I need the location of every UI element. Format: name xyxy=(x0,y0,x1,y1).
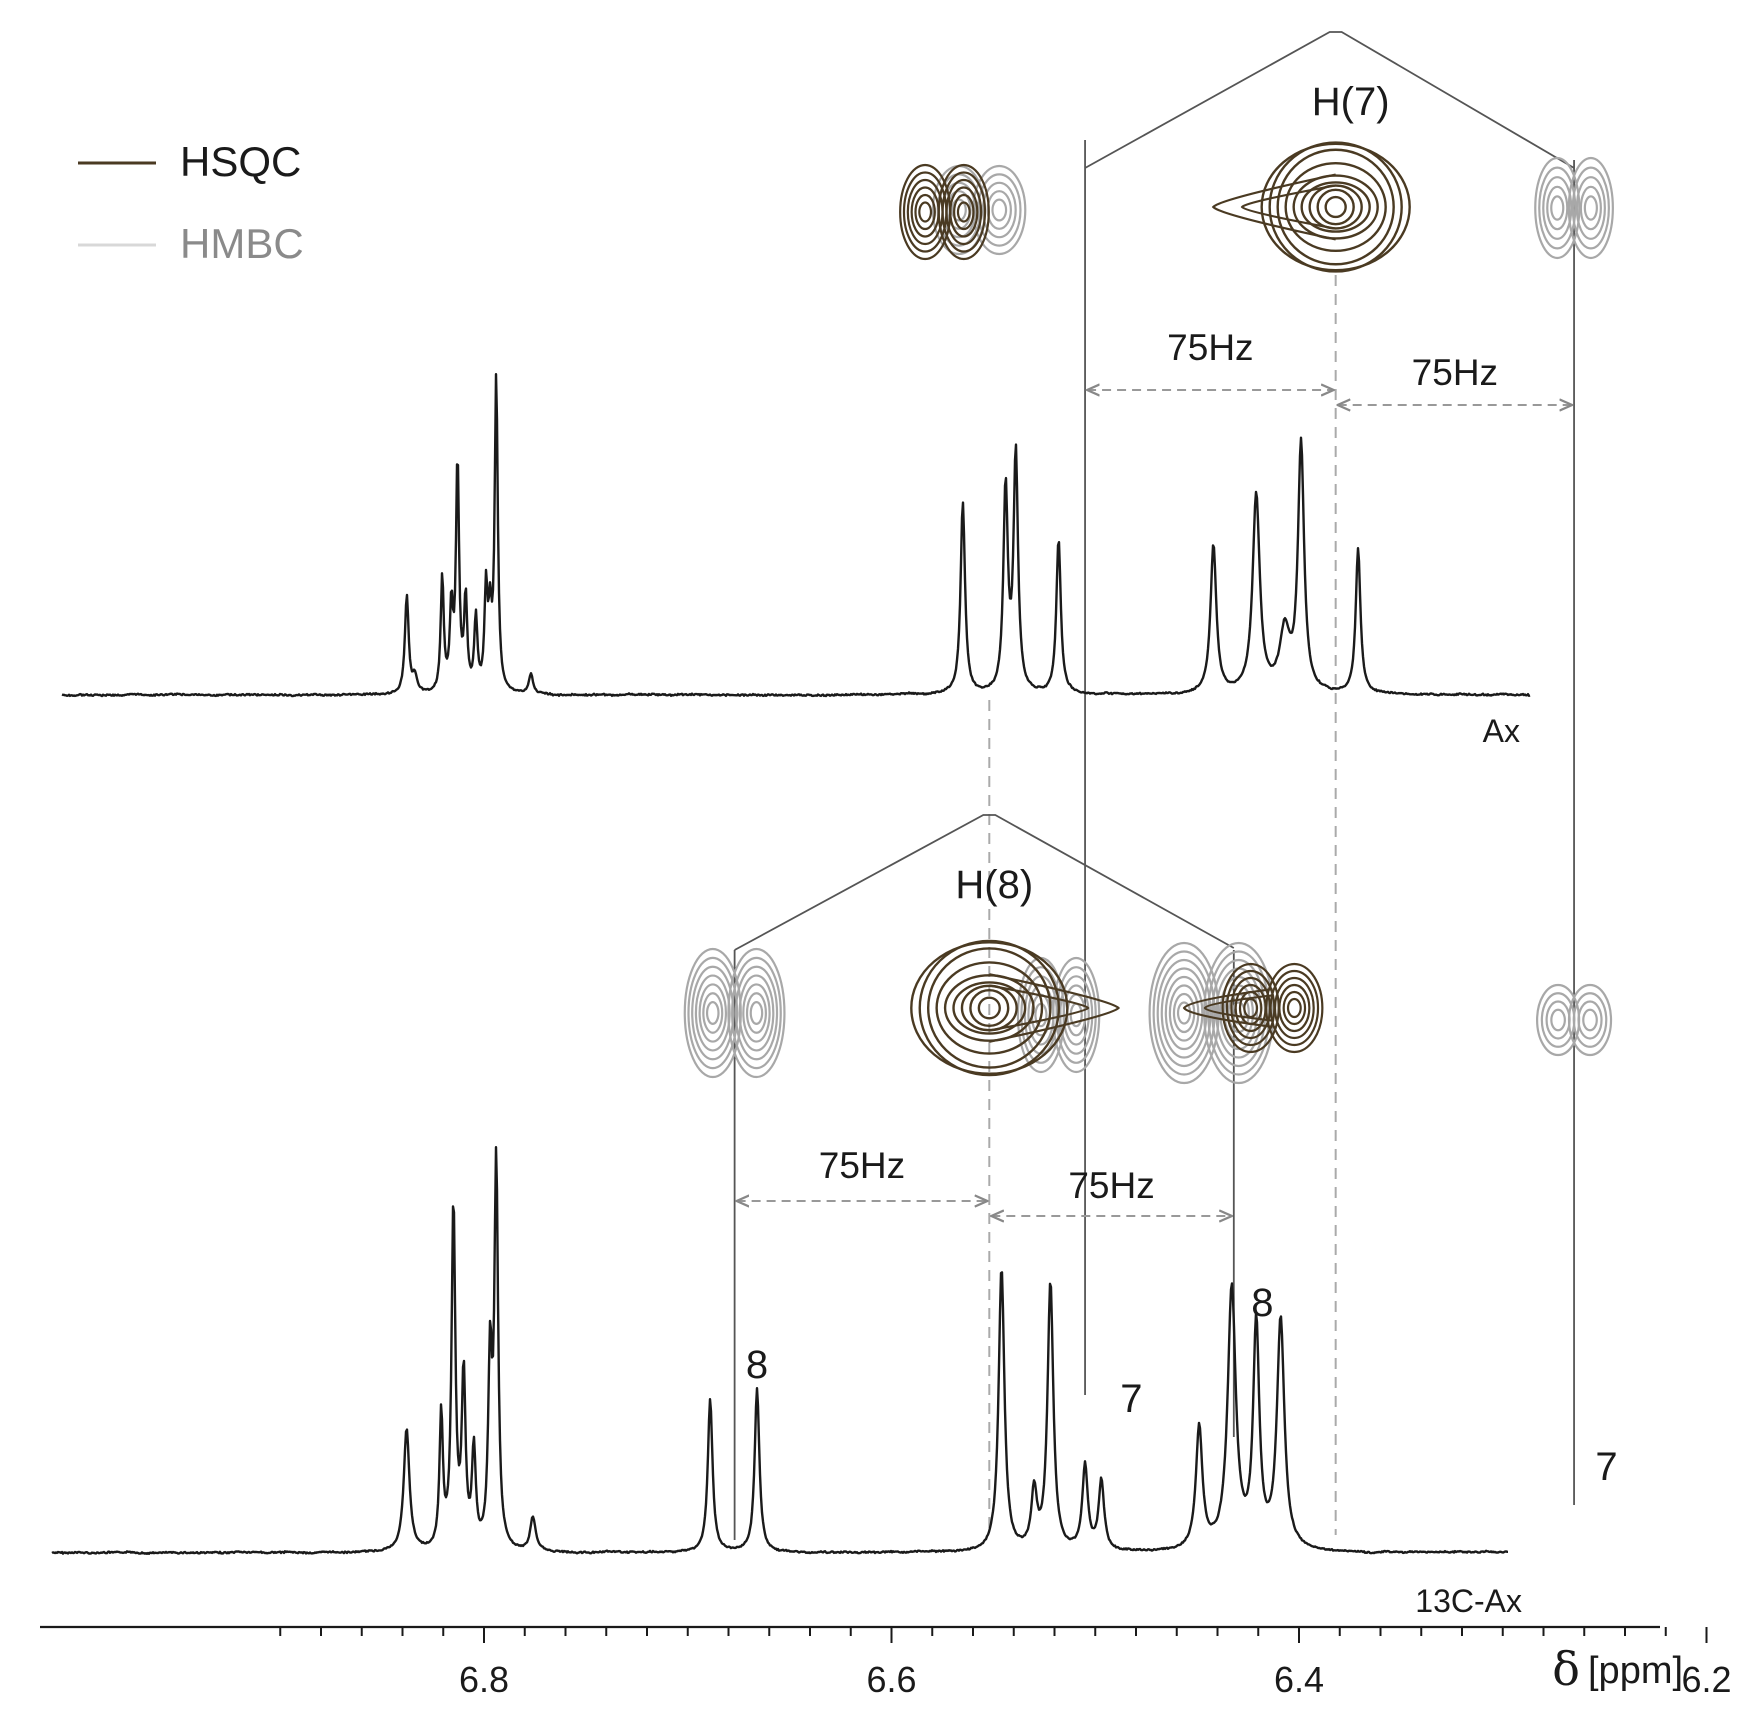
hsqc-contour-h7-left xyxy=(899,163,990,261)
annotations: H(7) H(8) 75Hz 75Hz 75Hz 75Hz 8 7 8 7 xyxy=(737,80,1618,1489)
x-axis-symbol: δ xyxy=(1552,1642,1580,1696)
spectrum-label: Ax xyxy=(1483,713,1520,749)
x-axis-unit: [ppm] xyxy=(1588,1650,1683,1692)
x-tick-label: 6.2 xyxy=(1681,1659,1731,1700)
coupling-h8-right-label: 75Hz xyxy=(1068,1165,1154,1206)
x-axis: 6.8 6.6 6.4 6.2 δ [ppm] xyxy=(40,1625,1732,1700)
peak-annotation-7: 7 xyxy=(1120,1377,1142,1421)
coupling-h7-right-label: 75Hz xyxy=(1412,352,1498,393)
multiplet-label-h7: H(7) xyxy=(1312,80,1390,124)
hmbc-contour-h8-left xyxy=(683,947,786,1079)
spectrum-label: 13C-Ax xyxy=(1415,1583,1522,1619)
x-tick-label: 6.4 xyxy=(1274,1659,1324,1700)
x-tick-label: 6.6 xyxy=(866,1659,916,1700)
hmbc-contour-h8-mid xyxy=(1016,956,1101,1074)
spectrum-trace-ax xyxy=(61,373,1531,698)
hmbc-contour-h8-far-right xyxy=(1536,983,1613,1057)
x-tick-label: 6.8 xyxy=(459,1659,509,1700)
contour-maps xyxy=(683,141,1614,1085)
coupling-h8-left-label: 75Hz xyxy=(819,1145,905,1186)
roof-h7 xyxy=(1084,31,1575,169)
multiplet-label-h8: H(8) xyxy=(955,863,1033,907)
peak-annotation-8: 8 xyxy=(746,1343,768,1387)
peak-annotation-8: 8 xyxy=(1251,1281,1273,1325)
legend-label-hmbc: HMBC xyxy=(180,220,304,267)
hsqc-contour-h8-center xyxy=(910,939,1121,1077)
hsqc-contour-h8-right xyxy=(1182,962,1324,1054)
coupling-h7-left-label: 75Hz xyxy=(1167,327,1253,368)
spectrum-trace-13c-ax xyxy=(51,1146,1509,1555)
legend: HSQC HMBC xyxy=(78,138,304,267)
legend-label-hsqc: HSQC xyxy=(180,138,301,185)
spectra: Ax 13C-Ax xyxy=(51,373,1531,1619)
hmbc-contour-h7-right xyxy=(1534,156,1614,260)
guide-lines xyxy=(733,31,1575,1540)
roof-h8 xyxy=(734,814,1235,951)
hsqc-contour-h7-center xyxy=(1211,141,1411,273)
peak-annotation-7: 7 xyxy=(1595,1445,1617,1489)
